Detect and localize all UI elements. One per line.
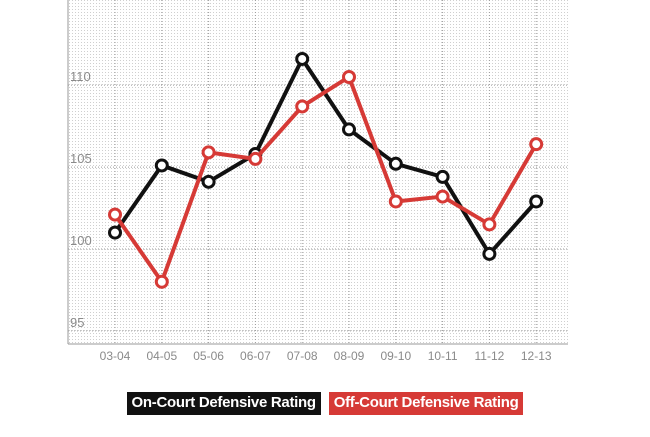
data-point: [201, 145, 216, 160]
data-point: [248, 151, 263, 166]
y-tick-label: 105: [70, 151, 92, 166]
x-tick-label: 08-09: [334, 349, 365, 363]
data-point: [388, 194, 403, 209]
series-1: [108, 69, 544, 289]
x-tick-label: 09-10: [380, 349, 411, 363]
legend-item-off-court: Off-Court Defensive Rating: [328, 392, 524, 415]
data-point: [108, 207, 122, 222]
y-tick-label: 100: [70, 233, 92, 248]
x-tick-label: 11-12: [474, 349, 504, 363]
data-point: [482, 217, 497, 232]
data-point: [435, 169, 450, 184]
x-tick-label: 10-11: [428, 349, 458, 363]
data-point: [482, 246, 497, 261]
data-point: [154, 274, 169, 289]
data-point: [529, 194, 544, 209]
data-point: [295, 99, 310, 114]
x-tick-label: 07-08: [287, 349, 318, 363]
y-tick-label: 110: [70, 69, 91, 84]
data-point: [342, 122, 356, 137]
y-tick-label: 95: [70, 315, 84, 330]
series-line: [113, 56, 539, 256]
data-point: [342, 69, 356, 84]
data-point: [435, 189, 450, 204]
data-point: [201, 174, 216, 189]
data-point: [295, 51, 310, 66]
data-point: [154, 158, 169, 173]
legend-item-on-court: On-Court Defensive Rating: [126, 392, 321, 415]
x-tick-label: 04-05: [146, 349, 177, 363]
axes: 95 100 105 110 03-04 04-05 05-06 06-07 07-08 08-0…: [67, 0, 568, 363]
series-line: [113, 74, 539, 284]
plot-background: [68, 0, 568, 344]
x-tick-label: 06-07: [240, 349, 271, 363]
legend: On-Court Defensive Rating Off-Court Defe…: [0, 392, 650, 415]
x-tick-label: 05-06: [193, 349, 224, 363]
data-point: [108, 225, 122, 240]
x-tick-label: 03-04: [100, 349, 131, 363]
series: [108, 51, 544, 289]
data-point: [388, 156, 403, 171]
x-tick-label: 12-13: [521, 349, 552, 363]
data-point: [529, 137, 544, 152]
